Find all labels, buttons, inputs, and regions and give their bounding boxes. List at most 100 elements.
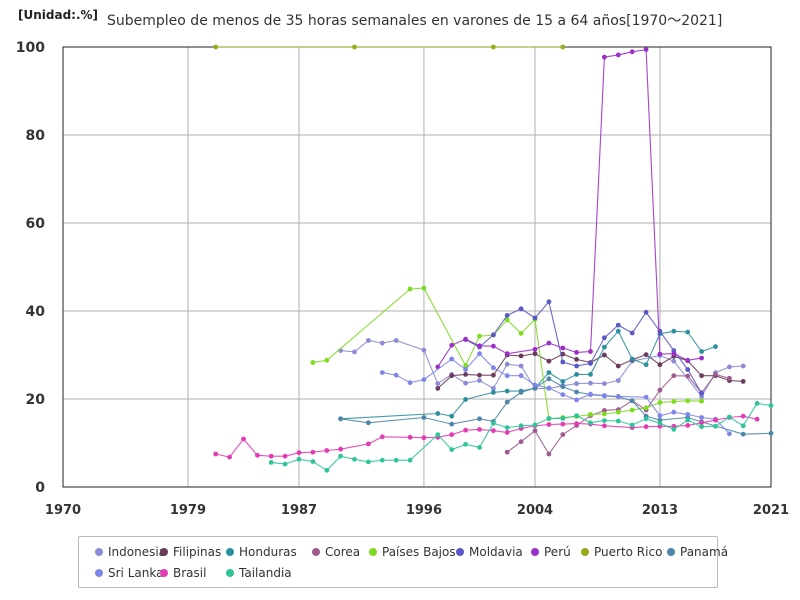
- legend-marker: [226, 548, 234, 556]
- data-point: [435, 432, 441, 437]
- data-point: [629, 330, 635, 336]
- legend-item: Panamá: [667, 545, 728, 559]
- data-point: [560, 416, 566, 421]
- series-line: [271, 402, 772, 472]
- data-point: [754, 416, 760, 422]
- data-point: [282, 453, 288, 459]
- data-point: [366, 338, 371, 343]
- data-point: [518, 363, 524, 369]
- data-point: [685, 357, 691, 363]
- data-point: [324, 357, 330, 363]
- data-point: [504, 449, 510, 455]
- data-point: [629, 356, 635, 362]
- legend-label: Perú: [544, 545, 571, 559]
- data-point: [629, 407, 635, 413]
- data-point: [602, 335, 607, 341]
- legend-marker: [95, 548, 103, 556]
- unit-label: [Unidad:.%]: [18, 8, 99, 22]
- data-point: [477, 445, 482, 450]
- data-point: [615, 418, 621, 424]
- data-point: [685, 329, 691, 335]
- data-point: [421, 415, 427, 420]
- data-point: [241, 436, 246, 442]
- data-point: [657, 387, 663, 393]
- x-tick-label: 1970: [45, 503, 81, 518]
- data-point: [449, 373, 455, 379]
- data-point: [671, 358, 677, 364]
- data-point: [643, 394, 649, 400]
- data-point: [268, 453, 274, 459]
- legend-label: Moldavia: [469, 545, 523, 559]
- data-point: [574, 363, 579, 369]
- data-point: [657, 351, 663, 357]
- data-point: [615, 52, 621, 58]
- data-point: [324, 448, 330, 453]
- data-point: [602, 54, 607, 60]
- data-point: [615, 378, 621, 383]
- data-point: [588, 349, 593, 354]
- data-point: [643, 362, 649, 368]
- data-point: [588, 412, 593, 417]
- data-point: [671, 328, 677, 334]
- data-point: [685, 417, 691, 423]
- data-point: [324, 467, 330, 473]
- data-point: [588, 420, 593, 426]
- data-point: [588, 380, 593, 386]
- data-point: [366, 420, 371, 426]
- data-point: [477, 372, 482, 378]
- data-point: [727, 375, 732, 381]
- legend-marker: [160, 548, 168, 556]
- data-point: [602, 408, 607, 413]
- data-point: [463, 380, 468, 386]
- series-moldavia: [463, 299, 704, 396]
- legend-label: Filipinas: [173, 545, 222, 559]
- data-point: [352, 44, 357, 50]
- data-point: [588, 361, 593, 366]
- data-point: [310, 360, 316, 365]
- data-point: [421, 377, 427, 382]
- data-point: [657, 400, 663, 405]
- data-point: [754, 401, 760, 406]
- chart-title: Subempleo de menos de 35 horas semanales…: [107, 13, 723, 29]
- y-tick-label: 100: [16, 40, 45, 56]
- data-point: [574, 350, 579, 355]
- data-point: [602, 393, 607, 398]
- data-point: [310, 449, 316, 455]
- legend-item: Honduras: [226, 545, 297, 559]
- data-point: [463, 336, 468, 342]
- data-point: [740, 431, 746, 437]
- data-point: [699, 424, 704, 430]
- y-tick-label: 40: [26, 304, 46, 320]
- data-point: [491, 332, 496, 338]
- legend-item: Indonesia: [95, 545, 166, 559]
- data-point: [491, 365, 496, 371]
- data-point: [671, 427, 677, 432]
- data-point: [699, 349, 704, 354]
- data-point: [713, 372, 718, 377]
- data-point: [421, 285, 427, 291]
- legend-item: Brasil: [160, 566, 206, 580]
- data-point: [685, 367, 691, 372]
- data-point: [393, 338, 399, 343]
- data-point: [463, 372, 468, 377]
- data-point: [699, 398, 704, 404]
- legend-item: Moldavia: [456, 545, 523, 559]
- data-point: [546, 451, 552, 457]
- data-point: [629, 422, 635, 428]
- data-point: [602, 352, 607, 358]
- data-point: [740, 423, 746, 429]
- data-point: [379, 434, 385, 440]
- data-point: [518, 353, 524, 359]
- series-line: [215, 415, 758, 458]
- series-line: [437, 48, 702, 368]
- data-point: [740, 413, 746, 419]
- data-point: [574, 381, 579, 386]
- data-point: [546, 385, 552, 391]
- series-line: [465, 300, 703, 394]
- data-point: [296, 456, 302, 462]
- legend-label: Tailandia: [239, 566, 292, 580]
- axes: [62, 46, 772, 488]
- data-point: [643, 424, 649, 430]
- data-point: [740, 363, 746, 369]
- data-point: [546, 422, 552, 427]
